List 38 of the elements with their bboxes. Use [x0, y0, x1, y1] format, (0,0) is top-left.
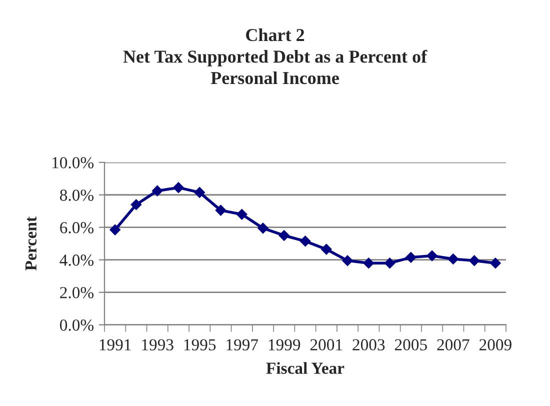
point	[320, 244, 332, 255]
point	[468, 255, 480, 266]
y-tick-label: 10.0%	[52, 157, 94, 168]
x-tick-label: 2009	[480, 339, 512, 350]
point	[152, 185, 163, 196]
y-tick-label: 8.0%	[60, 190, 94, 201]
x-axis-title: Fiscal Year	[266, 362, 344, 374]
x-tick-label: 2001	[310, 339, 342, 350]
x-tick-label: 1997	[226, 339, 258, 350]
point	[363, 258, 374, 269]
chart-title: Chart 2 Net Tax Supported Debt as a Percent of Personal Income	[123, 28, 428, 84]
x-tick-label: 1999	[268, 339, 300, 350]
x-tick-label: 2007	[437, 339, 470, 350]
point	[448, 254, 459, 264]
y-axis-title: Percent	[25, 216, 37, 270]
point	[236, 208, 248, 220]
y-tick-label: 0.0%	[60, 320, 94, 331]
x-tick-label: 1995	[184, 339, 216, 350]
point	[426, 250, 438, 262]
point	[342, 255, 353, 266]
point	[194, 187, 206, 198]
point	[110, 224, 120, 236]
point	[130, 199, 142, 210]
point	[215, 204, 226, 216]
x-tick-label: 1993	[142, 339, 174, 350]
point	[405, 252, 416, 263]
point	[300, 236, 311, 247]
point	[490, 258, 501, 269]
point	[173, 182, 184, 194]
x-tick-label: 2003	[352, 339, 385, 350]
x-tick-label: 2005	[394, 339, 427, 350]
x-tick-label: 1991	[100, 339, 131, 350]
y-tick-label: 6.0%	[60, 222, 94, 234]
point	[258, 222, 268, 234]
point	[278, 230, 290, 241]
point	[384, 258, 396, 269]
y-tick-label: 4.0%	[60, 254, 94, 266]
y-tick-label: 2.0%	[60, 287, 94, 298]
